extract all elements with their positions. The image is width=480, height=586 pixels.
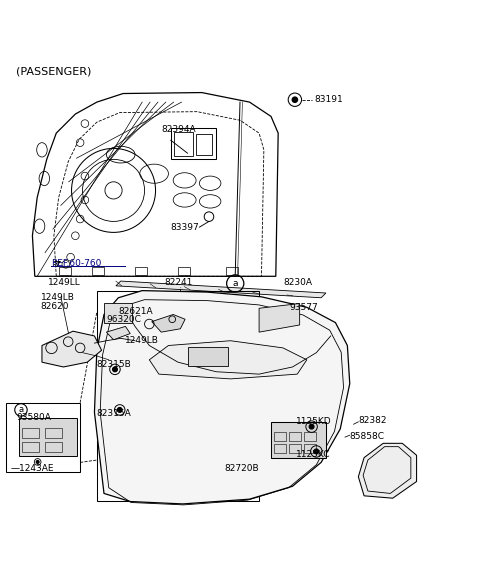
FancyBboxPatch shape	[19, 418, 77, 456]
Circle shape	[291, 96, 298, 103]
Polygon shape	[152, 315, 185, 332]
Polygon shape	[359, 444, 417, 498]
Text: 82394A: 82394A	[161, 125, 196, 134]
Polygon shape	[95, 291, 350, 504]
Text: (PASSENGER): (PASSENGER)	[16, 66, 91, 76]
Text: 82315A: 82315A	[96, 409, 131, 418]
Text: a: a	[18, 406, 24, 414]
Polygon shape	[42, 331, 102, 367]
Polygon shape	[149, 340, 307, 379]
Text: 1249LB: 1249LB	[124, 336, 158, 345]
Circle shape	[36, 461, 39, 464]
Circle shape	[117, 407, 122, 413]
Text: a: a	[232, 279, 238, 288]
Text: 82241: 82241	[165, 278, 193, 287]
Text: 82621A: 82621A	[119, 306, 153, 316]
Polygon shape	[107, 326, 130, 340]
Text: 85858C: 85858C	[350, 432, 385, 441]
Text: 1125KC: 1125KC	[296, 450, 331, 459]
Circle shape	[309, 424, 314, 429]
Text: 83397: 83397	[171, 223, 200, 231]
Text: 1249LL: 1249LL	[48, 278, 81, 287]
Text: 8230A: 8230A	[283, 278, 312, 287]
Polygon shape	[116, 281, 326, 298]
FancyBboxPatch shape	[104, 302, 132, 322]
Text: 93580A: 93580A	[17, 413, 51, 421]
FancyBboxPatch shape	[188, 347, 228, 366]
Text: 82620: 82620	[40, 302, 69, 311]
Text: 93577: 93577	[289, 303, 318, 312]
Circle shape	[314, 449, 319, 454]
Text: REF.60-760: REF.60-760	[51, 259, 102, 268]
Polygon shape	[259, 304, 300, 332]
Text: 1249LB: 1249LB	[40, 293, 74, 302]
Circle shape	[113, 367, 117, 372]
Text: 82315B: 82315B	[96, 360, 131, 369]
FancyBboxPatch shape	[6, 403, 80, 472]
FancyBboxPatch shape	[271, 422, 326, 458]
Text: 82382: 82382	[359, 417, 387, 425]
Text: 1125KD: 1125KD	[296, 417, 332, 427]
Text: —1243AE: —1243AE	[11, 464, 54, 473]
Text: 96320C: 96320C	[107, 315, 141, 324]
Text: 82720B: 82720B	[225, 464, 259, 473]
Text: 83191: 83191	[314, 95, 343, 104]
